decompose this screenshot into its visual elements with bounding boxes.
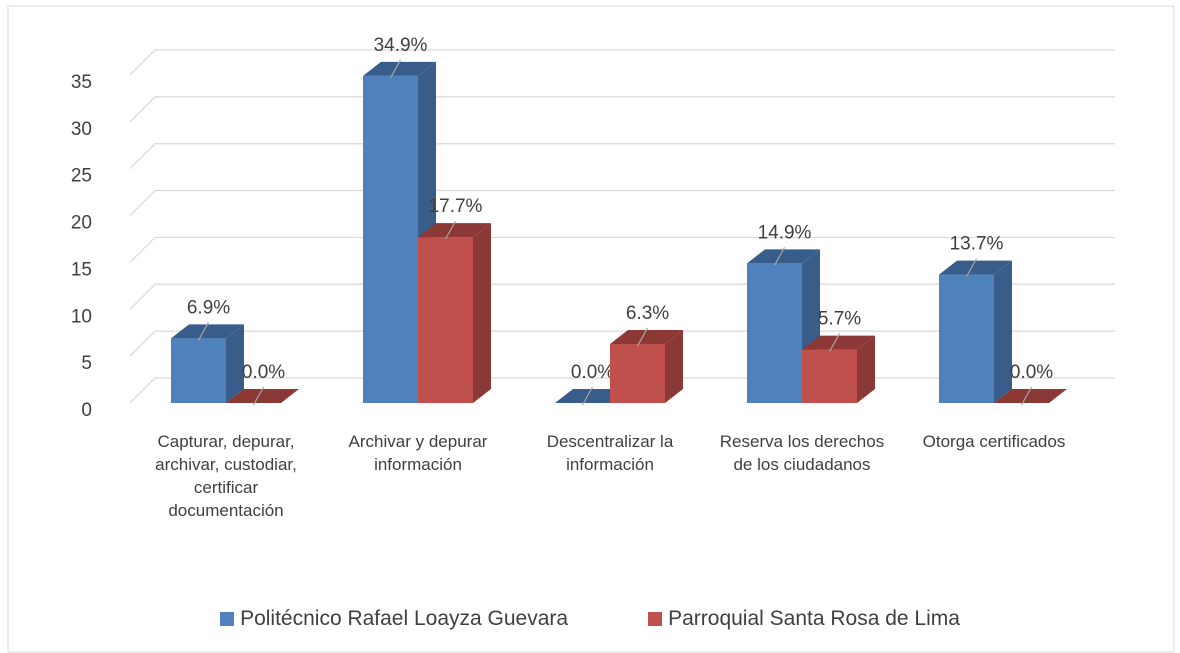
value-label: 13.7%: [950, 234, 1004, 255]
leader-line: [389, 59, 402, 79]
x-tick-label: Reserva los derechos de los ciudadanos: [719, 432, 885, 474]
bar-face: [363, 61, 436, 76]
value-label: 0.0%: [1010, 362, 1053, 383]
x-tick-label: Capturar, depurar, archivar, custodiar, …: [155, 432, 297, 520]
bar-face: [226, 324, 244, 403]
bar-face: [802, 349, 857, 403]
bar-face: [939, 274, 994, 403]
legend-label: Parroquial Santa Rosa de Lima: [668, 607, 960, 630]
grid-line: [129, 143, 1115, 170]
y-tick-label: 15: [71, 259, 92, 280]
value-label: 0.0%: [571, 362, 614, 383]
bar-face: [555, 389, 628, 403]
bar-face: [363, 75, 418, 404]
bar: [171, 324, 244, 403]
y-tick-label: 0: [81, 400, 92, 421]
leader-line: [965, 258, 978, 277]
x-tick-label: Archivar y depurar información: [348, 432, 488, 474]
frame: [7, 5, 1175, 653]
bar-face: [665, 329, 683, 403]
value-label: 6.9%: [187, 297, 230, 318]
bar-face: [418, 223, 491, 238]
value-label: 6.3%: [626, 303, 669, 324]
bar-face: [994, 389, 1067, 403]
legend-label: Politécnico Rafael Loayza Guevara: [240, 607, 569, 630]
legend-swatch: [220, 612, 235, 626]
bar-face: [747, 249, 820, 264]
bar: [994, 389, 1067, 403]
leader-line: [636, 327, 649, 347]
leader-line: [581, 386, 594, 406]
leader-line: [828, 333, 841, 352]
leader-line: [773, 247, 786, 266]
bar-face: [802, 335, 875, 350]
grid-line: [129, 49, 1115, 76]
value-label: 5.7%: [818, 309, 861, 330]
bar-face: [418, 237, 473, 403]
bar: [418, 223, 491, 403]
grid-line: [129, 236, 1115, 263]
legend-item: Parroquial Santa Rosa de Lima: [648, 607, 960, 631]
legend: Politécnico Rafael Loayza Guevara Parroqu…: [0, 607, 1180, 631]
bar-face: [473, 223, 491, 403]
bar-face: [939, 260, 1012, 275]
legend-item: Politécnico Rafael Loayza Guevara: [220, 607, 568, 631]
leader-line: [197, 322, 210, 341]
value-label: 0.0%: [242, 362, 285, 383]
bar-face: [171, 338, 226, 403]
y-tick-label: 25: [71, 166, 92, 187]
bar-face: [171, 324, 244, 339]
leader-line: [444, 220, 457, 240]
leader-line: [1020, 386, 1033, 406]
value-label: 17.7%: [429, 196, 483, 217]
bar-face: [857, 335, 875, 403]
y-tick-label: 5: [81, 353, 92, 374]
bar: [610, 329, 683, 403]
bar-face: [226, 389, 299, 403]
legend-swatch: [648, 612, 663, 626]
grid-line: [129, 189, 1115, 216]
bar: [802, 335, 875, 403]
grid-line: [129, 96, 1115, 123]
leader-line: [252, 386, 265, 406]
value-label: 14.9%: [758, 222, 812, 243]
bar-face: [610, 343, 665, 403]
bar-face: [994, 260, 1012, 403]
bar-face: [747, 263, 802, 403]
value-label: 34.9%: [374, 35, 428, 56]
bar-face: [610, 329, 683, 344]
y-tick-label: 35: [71, 72, 92, 93]
bar: [226, 389, 299, 403]
y-tick-label: 10: [71, 306, 92, 327]
x-tick-label: Otorga certificados: [922, 432, 1066, 451]
y-tick-label: 30: [71, 119, 92, 140]
y-tick-label: 20: [71, 213, 92, 234]
bar: [939, 260, 1012, 403]
x-tick-label: Descentralizar la información: [546, 432, 674, 474]
bar: [555, 389, 628, 403]
